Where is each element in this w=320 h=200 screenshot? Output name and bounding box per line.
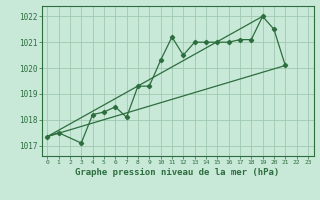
X-axis label: Graphe pression niveau de la mer (hPa): Graphe pression niveau de la mer (hPa) <box>76 168 280 177</box>
